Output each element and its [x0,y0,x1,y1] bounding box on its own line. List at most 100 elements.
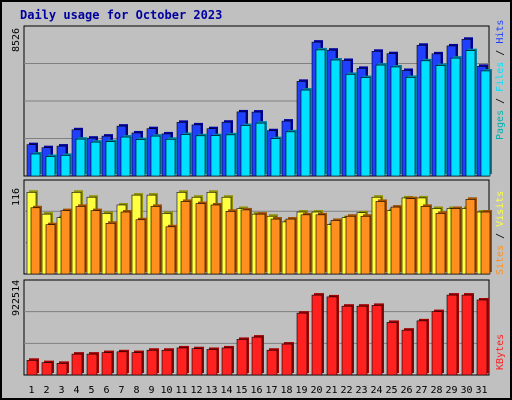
bar-face [105,141,116,177]
bar-face [90,210,101,275]
x-label-day-28: 28 [430,385,442,396]
bar-sites-day-15 [240,207,252,275]
bar-kbytes-day-4 [71,352,84,376]
bar-kbytes-day-14 [221,345,234,376]
bar-kbytes-day-25 [386,320,399,376]
bar-files-day-14 [225,132,237,177]
bar-sites-day-29 [450,206,462,275]
bar-face [375,64,386,177]
bar-face [161,349,173,376]
bar-sites-day-13 [210,202,222,275]
bar-face [476,299,488,376]
bar-sites-day-26 [405,196,417,275]
bar-sites-day-17 [270,217,282,275]
bar-sites-day-14 [225,209,237,275]
bar-files-day-13 [210,133,222,177]
bar-files-day-3 [60,153,72,177]
bar-files-day-5 [90,140,102,177]
x-label-day-8: 8 [133,385,139,396]
bar-face [75,206,86,275]
legend-files: Files [495,62,506,92]
bar-face [390,66,401,177]
y-max-label-visits-sites: 116 [11,188,22,206]
bar-files-day-19 [300,88,312,177]
bar-face [60,155,71,177]
x-label-day-30: 30 [460,385,472,396]
bar-face [356,305,368,376]
bar-files-day-28 [435,63,447,177]
bar-files-day-26 [405,75,417,177]
bar-face [75,138,86,177]
bar-face [285,131,296,177]
bar-face [240,209,251,275]
bar-sites-day-16 [255,212,267,275]
bar-files-day-22 [345,72,357,177]
bar-face [210,204,221,275]
x-label-day-19: 19 [295,385,307,396]
bar-kbytes-day-17 [266,348,279,376]
bar-face [480,211,491,275]
bar-sites-day-3 [60,208,72,275]
bar-sites-day-6 [105,221,117,275]
bar-files-day-17 [270,136,282,177]
bar-face [45,224,56,275]
x-label-day-15: 15 [235,385,247,396]
bar-files-day-1 [30,152,42,177]
bar-kbytes-day-18 [281,342,294,376]
bar-sites-day-22 [345,214,357,275]
bar-face [176,347,188,376]
x-label-day-29: 29 [445,385,457,396]
bar-sites-day-11 [180,199,192,275]
bar-face [150,206,161,275]
x-label-day-17: 17 [265,385,277,396]
bar-files-day-24 [375,63,387,177]
bar-sites-day-4 [75,204,87,275]
bar-sites-day-23 [360,214,372,275]
bar-sites-day-21 [330,218,342,275]
bar-files-day-18 [285,129,297,177]
bar-face [416,320,428,376]
x-label-day-7: 7 [118,385,124,396]
bar-face [225,211,236,275]
bar-sites-day-31 [480,210,492,275]
x-label-day-2: 2 [43,385,49,396]
bar-face [300,214,311,275]
bar-face [165,226,176,275]
x-label-day-21: 21 [325,385,337,396]
legend-kbytes: KBytes [495,334,506,370]
bar-files-day-6 [105,139,117,177]
legend-pages: Pages [495,110,506,140]
bar-face [41,362,53,376]
bar-face [195,203,206,275]
bar-face [341,305,353,376]
bar-face [360,215,371,275]
bar-face [236,339,248,376]
bar-face [105,222,116,275]
x-label-day-10: 10 [160,385,172,396]
bar-face [270,218,281,275]
bar-sites-day-2 [45,222,57,275]
bar-kbytes-day-9 [146,348,159,376]
bar-sites-day-12 [195,201,207,275]
bar-face [401,329,413,376]
bar-kbytes-day-7 [116,349,129,376]
x-label-day-14: 14 [220,385,232,396]
bar-files-day-30 [465,48,477,177]
bar-face [86,353,98,376]
bar-face [71,353,83,376]
bar-face [210,135,221,177]
bar-kbytes-day-21 [326,294,339,376]
bar-face [26,360,38,376]
bar-kbytes-day-28 [431,309,444,376]
bar-kbytes-day-20 [311,293,324,376]
bar-face [30,207,41,275]
bar-files-day-7 [120,135,132,177]
bar-face [405,198,416,275]
bar-sites-day-27 [420,204,432,275]
x-label-day-25: 25 [385,385,397,396]
bar-face [131,352,143,376]
bar-files-day-27 [420,58,432,177]
bar-kbytes-day-22 [341,304,354,376]
bar-kbytes-day-16 [251,335,264,376]
bar-face [450,57,461,177]
